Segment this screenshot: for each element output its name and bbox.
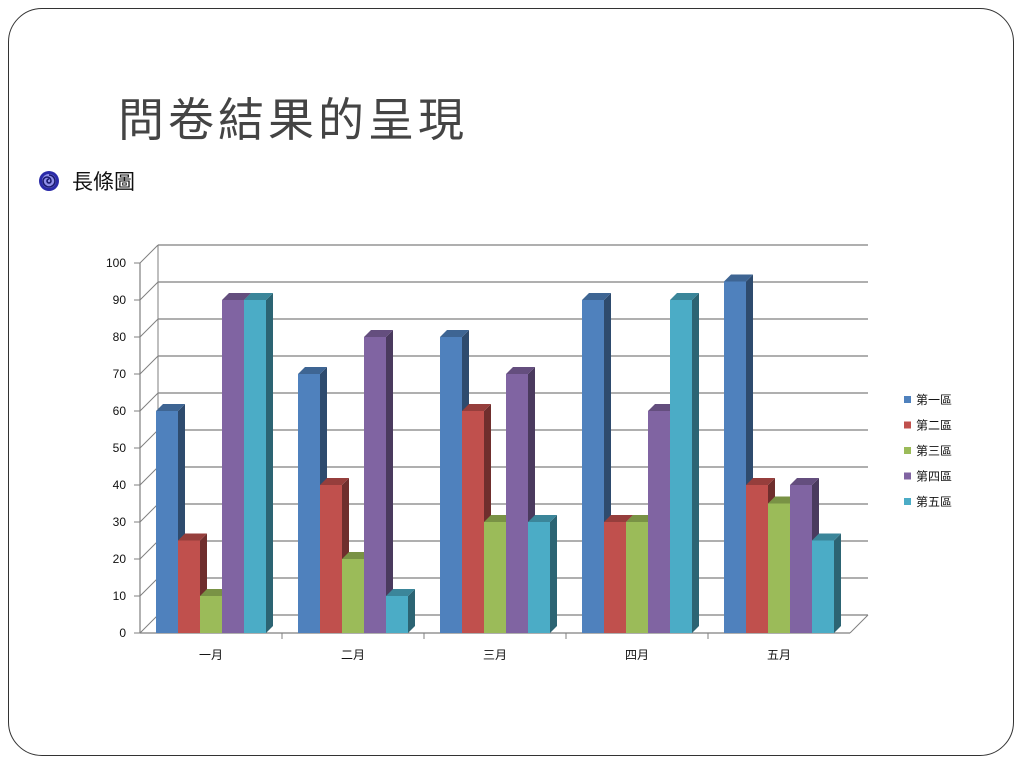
x-tick-label: 三月 (483, 648, 507, 662)
gridline-side (139, 318, 159, 338)
bar-top (506, 367, 535, 374)
bar (790, 485, 812, 633)
bar-top (298, 367, 327, 374)
bar-top (156, 404, 185, 411)
bar (462, 411, 484, 633)
bar-side (266, 293, 273, 633)
bar (342, 559, 364, 633)
bar (506, 374, 528, 633)
legend-swatch (904, 498, 911, 505)
bar-top (528, 515, 557, 522)
legend-swatch (904, 447, 911, 454)
legend-label: 第三區 (916, 444, 952, 458)
bullet-item: 長條圖 (38, 166, 135, 196)
bar-top (222, 293, 251, 300)
bar-side (834, 533, 841, 633)
floor-edge (849, 614, 869, 634)
gridline-side (139, 392, 159, 412)
y-tick-label: 70 (113, 367, 127, 381)
y-tick-label: 20 (113, 552, 127, 566)
bar (670, 300, 692, 633)
bar-top (178, 533, 207, 541)
bar (364, 337, 386, 633)
bar-top (626, 515, 655, 522)
gridline-side (139, 503, 159, 523)
bar-top (244, 293, 273, 300)
bar-top (320, 478, 349, 485)
bar-top (604, 515, 633, 522)
bar-top (768, 496, 797, 504)
bar-side (550, 515, 557, 633)
y-tick-label: 30 (113, 515, 127, 529)
y-tick-label: 40 (113, 478, 127, 492)
legend-swatch (904, 396, 911, 403)
gridline-side (139, 614, 159, 634)
y-tick-label: 10 (113, 589, 127, 603)
y-tick-label: 60 (113, 404, 127, 418)
y-tick-label: 0 (119, 626, 126, 640)
bar (298, 374, 320, 633)
bar-top (648, 404, 677, 411)
bar-top (790, 478, 819, 485)
bullet-text: 長條圖 (72, 170, 135, 194)
x-tick-label: 五月 (767, 648, 791, 662)
bar-top (812, 533, 841, 541)
y-tick-label: 50 (113, 441, 127, 455)
bar (484, 522, 506, 633)
gridline-side (139, 429, 159, 449)
bar-top (724, 274, 753, 282)
bar (178, 540, 200, 633)
bar (648, 411, 670, 633)
bar-top (386, 589, 415, 596)
y-tick-label: 90 (113, 293, 127, 307)
bar (244, 300, 266, 633)
bar (604, 522, 626, 633)
gridline-side (139, 281, 159, 301)
bar (724, 281, 746, 633)
legend-label: 第五區 (916, 495, 952, 509)
gridline-side (139, 540, 159, 560)
bar-top (746, 478, 775, 485)
legend-label: 第四區 (916, 470, 952, 484)
x-tick-label: 四月 (625, 648, 649, 662)
gridline-side (139, 244, 159, 264)
legend-label: 第二區 (916, 419, 952, 433)
swirl-bullet-icon (38, 170, 60, 192)
x-tick-label: 二月 (341, 648, 365, 662)
bar (320, 485, 342, 633)
bar-top (200, 589, 229, 596)
gridline-side (139, 577, 159, 597)
bar (528, 522, 550, 633)
bar (386, 596, 408, 633)
x-tick-label: 一月 (199, 648, 223, 662)
bar (440, 337, 462, 633)
gridline-side (139, 355, 159, 375)
bar (200, 596, 222, 633)
bar-top (582, 293, 611, 300)
legend-label: 第一區 (916, 393, 952, 407)
bar-top (342, 552, 371, 559)
bar-top (364, 330, 393, 337)
bar (768, 503, 790, 633)
bar-top (462, 404, 491, 411)
bar-side (386, 330, 393, 633)
y-tick-label: 80 (113, 330, 127, 344)
bar-top (670, 293, 699, 300)
bar (156, 411, 178, 633)
bar (222, 300, 244, 633)
bar (812, 540, 834, 633)
bar (626, 522, 648, 633)
gridline-side (139, 466, 159, 486)
bar (582, 300, 604, 633)
bar-top (484, 515, 513, 522)
legend-swatch (904, 421, 911, 429)
bar-side (692, 293, 699, 633)
bar-side (408, 589, 415, 633)
legend-swatch (904, 472, 911, 480)
slide-title: 問卷結果的呈現 (118, 93, 468, 147)
y-tick-label: 100 (106, 256, 126, 270)
bar-top (440, 330, 469, 337)
bar (746, 485, 768, 633)
